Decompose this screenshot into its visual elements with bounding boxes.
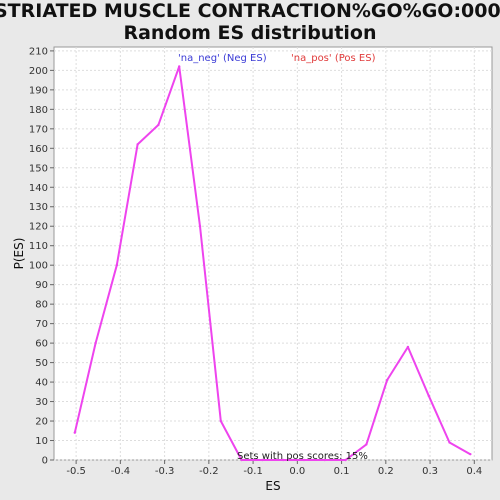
data-point	[219, 419, 222, 423]
pos-scores-annotation: Sets with pos scores: 15%	[237, 451, 368, 462]
y-tick-label: 100	[29, 261, 48, 272]
data-point	[344, 458, 347, 462]
legend-neg-es: 'na_neg' (Neg ES)	[178, 53, 267, 64]
x-tick-label: -0.3	[155, 466, 175, 477]
y-tick-label: 150	[29, 163, 48, 174]
plot-area	[53, 46, 493, 461]
x-tick-label: -0.4	[111, 466, 131, 477]
y-axis-label: P(ES)	[12, 238, 26, 270]
y-tick-label: 0	[42, 456, 48, 467]
data-point	[157, 123, 160, 127]
x-tick-label: 0.3	[422, 466, 438, 477]
grid-lines	[54, 47, 492, 461]
x-tick-label: 0.0	[289, 466, 305, 477]
x-tick-label: -0.2	[199, 466, 219, 477]
y-tick-label: 110	[29, 241, 48, 252]
data-point	[178, 65, 181, 68]
y-tick-label: 160	[29, 144, 48, 155]
y-tick-label: 60	[35, 339, 48, 350]
data-point	[198, 225, 202, 228]
data-point	[406, 345, 410, 349]
y-tick-label: 70	[35, 319, 48, 330]
x-tick-label: 0.4	[466, 466, 482, 477]
x-tick-label: 0.1	[334, 466, 350, 477]
chart-title: STRIATED MUSCLE CONTRACTION%GO%GO:000694…	[0, 0, 500, 44]
legend-pos-es: 'na_pos' (Pos ES)	[291, 53, 376, 64]
x-axis-label: ES	[265, 479, 280, 493]
y-tick-label: 30	[35, 397, 48, 408]
data-point	[385, 378, 389, 382]
data-point	[427, 394, 430, 397]
data-point	[261, 458, 264, 462]
y-tick-label: 180	[29, 105, 48, 116]
y-tick-label: 190	[29, 85, 48, 96]
y-tick-label: 20	[35, 417, 48, 428]
data-point	[136, 143, 139, 146]
chart-title-line2: Random ES distribution	[123, 22, 377, 44]
x-tick-label: -0.5	[66, 466, 86, 477]
data-points	[73, 65, 472, 462]
es-distribution-line	[73, 65, 471, 461]
chart-title-line1: STRIATED MUSCLE CONTRACTION%GO%GO:000694…	[0, 0, 500, 22]
data-point	[323, 458, 326, 462]
data-point	[94, 341, 97, 345]
y-tick-label: 40	[35, 378, 48, 389]
y-tick-label: 50	[35, 358, 48, 369]
data-point	[240, 458, 243, 462]
y-tick-label: 200	[29, 66, 48, 77]
y-axis: 0 10 20 30 40 50 60 70 80 90 100 110 120 130 140 150 160…	[29, 46, 54, 467]
y-tick-label: 140	[29, 183, 48, 194]
data-point	[281, 458, 285, 462]
data-point	[469, 452, 472, 456]
data-point	[302, 458, 306, 462]
y-tick-label: 120	[29, 222, 48, 233]
data-point	[73, 431, 76, 434]
data-point	[115, 263, 119, 267]
y-tick-label: 170	[29, 124, 48, 135]
x-tick-label: -0.1	[243, 466, 263, 477]
data-point	[365, 443, 368, 446]
y-tick-label: 210	[29, 46, 48, 57]
y-tick-label: 90	[35, 280, 48, 291]
data-point	[448, 441, 451, 444]
y-tick-label: 10	[35, 436, 48, 447]
x-tick-label: 0.2	[378, 466, 394, 477]
x-axis: -0.5 -0.4 -0.3 -0.2 -0.1 0.0 0.1 0.2 0.3 0.4	[66, 460, 482, 477]
y-tick-label: 130	[29, 202, 48, 213]
y-tick-label: 80	[35, 300, 48, 311]
